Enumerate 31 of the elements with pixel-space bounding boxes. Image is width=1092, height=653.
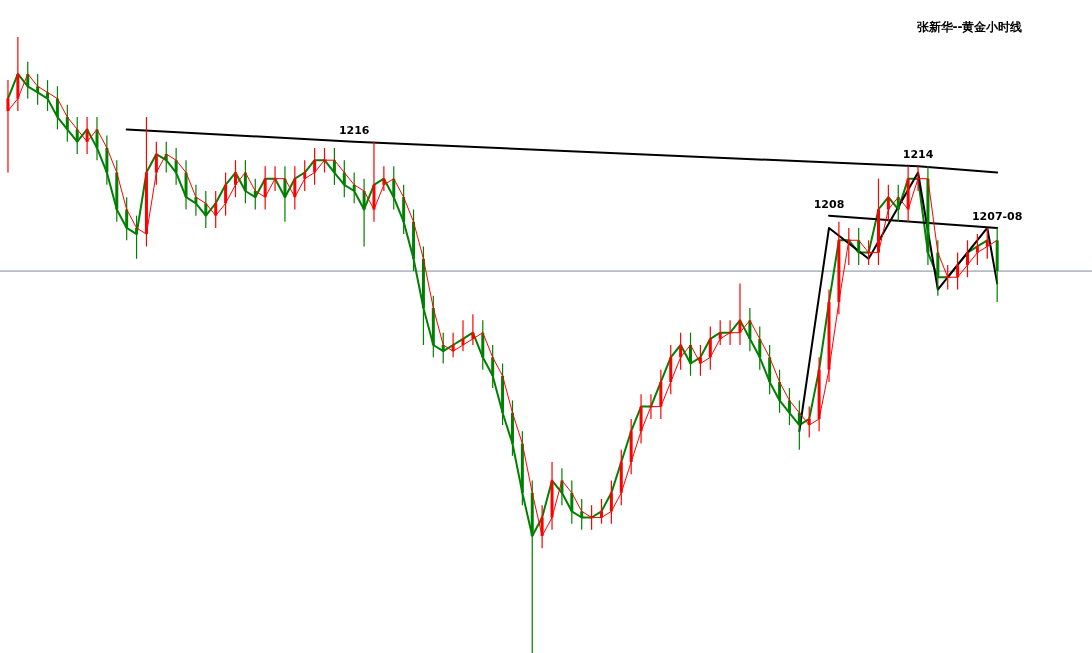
candlestick xyxy=(313,147,317,186)
candlestick xyxy=(570,479,574,525)
candlestick xyxy=(738,282,742,346)
candlestick xyxy=(125,196,129,241)
candlestick xyxy=(778,369,782,414)
candlestick xyxy=(332,147,336,186)
candlestick xyxy=(55,85,59,130)
candlestick xyxy=(708,325,712,371)
candlestick xyxy=(204,190,208,229)
candlestick xyxy=(46,79,50,112)
candlestick xyxy=(975,233,979,266)
candlestick xyxy=(758,325,762,371)
candlestick xyxy=(75,116,79,155)
candlestick xyxy=(174,147,178,186)
annotation: 1214 xyxy=(902,148,934,162)
annotation: 1216 xyxy=(338,123,370,137)
candlestick xyxy=(599,498,603,525)
candlestick xyxy=(787,387,791,426)
candlestick xyxy=(748,307,752,352)
candlestick xyxy=(224,171,228,217)
candlestick xyxy=(609,479,613,525)
candlestick xyxy=(283,165,287,223)
candlestick xyxy=(491,344,495,389)
candlestick xyxy=(985,227,989,260)
candlestick xyxy=(392,165,396,211)
annotation: 1207-08 xyxy=(971,209,1023,223)
annotation: 1208 xyxy=(813,197,845,211)
candlestick xyxy=(95,116,99,161)
candlestick xyxy=(857,227,861,266)
candlestick xyxy=(154,141,158,186)
chart-title: 张新华--黄金小时线 xyxy=(916,20,1023,35)
